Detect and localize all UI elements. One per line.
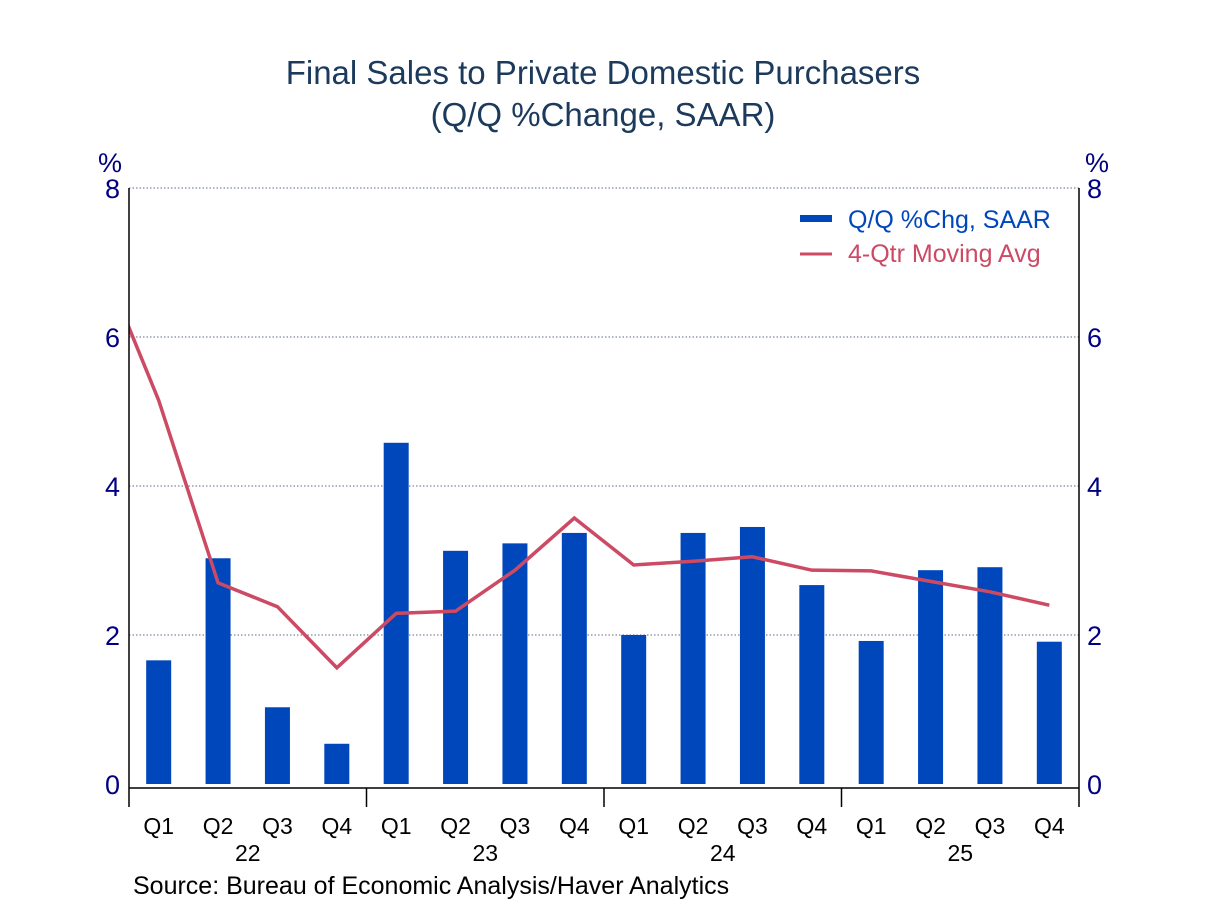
bar xyxy=(680,532,706,784)
left-axis-unit: % xyxy=(98,148,122,178)
x-tick-label: Q1 xyxy=(618,813,649,839)
x-tick-label: Q4 xyxy=(1034,813,1065,839)
right-axis-unit: % xyxy=(1085,148,1109,178)
bar xyxy=(561,532,587,784)
bar xyxy=(739,526,765,784)
bar xyxy=(621,635,647,784)
bar xyxy=(264,707,290,784)
legend-label-bar: Q/Q %Chg, SAAR xyxy=(848,206,1051,234)
year-label: 24 xyxy=(710,840,736,866)
moving-average-line xyxy=(129,323,1050,671)
right-y-axis-ticks: 0 2 4 6 8 xyxy=(1087,174,1102,800)
chart-title: Final Sales to Private Domestic Purchase… xyxy=(286,54,921,91)
legend-label-line: 4-Qtr Moving Avg xyxy=(848,240,1041,268)
y-tick-label-right: 4 xyxy=(1087,472,1102,502)
year-label: 22 xyxy=(235,840,261,866)
year-label: 23 xyxy=(472,840,498,866)
legend-swatch-bar xyxy=(800,215,832,222)
bar xyxy=(799,585,825,784)
y-tick-label-left: 6 xyxy=(105,323,120,353)
bar xyxy=(858,640,884,784)
y-tick-label-left: 8 xyxy=(105,174,120,204)
bar xyxy=(502,543,528,784)
source-note: Source: Bureau of Economic Analysis/Have… xyxy=(133,872,729,900)
bar xyxy=(977,567,1003,784)
bar xyxy=(205,558,231,784)
left-y-axis-ticks: 0 2 4 6 8 xyxy=(105,174,120,800)
chart-subtitle: (Q/Q %Change, SAAR) xyxy=(431,96,776,133)
x-tick-label: Q2 xyxy=(915,813,946,839)
x-tick-label: Q4 xyxy=(559,813,590,839)
x-tick-label: Q2 xyxy=(203,813,234,839)
y-tick-label-left: 4 xyxy=(105,472,120,502)
line-series xyxy=(129,323,1050,671)
y-tick-label-right: 6 xyxy=(1087,323,1102,353)
x-tick-label: Q1 xyxy=(381,813,412,839)
bar-series xyxy=(146,442,1062,784)
x-tick-label: Q1 xyxy=(856,813,887,839)
bar xyxy=(443,550,469,784)
y-tick-label-left: 2 xyxy=(105,621,120,651)
bar xyxy=(146,660,172,784)
y-tick-label-right: 8 xyxy=(1087,174,1102,204)
y-tick-label-right: 2 xyxy=(1087,621,1102,651)
x-tick-label: Q2 xyxy=(440,813,471,839)
bar xyxy=(1036,641,1062,784)
x-axis-ticks: Q1 Q2 Q3 Q4 Q1 Q2 Q3 Q4 Q1 Q2 Q3 Q4 Q1 Q2 Q3 Q4 22 23 24 25 xyxy=(143,788,1065,866)
bar xyxy=(324,743,350,784)
year-label: 25 xyxy=(947,840,973,866)
x-tick-label: Q1 xyxy=(143,813,174,839)
x-tick-label: Q4 xyxy=(796,813,827,839)
x-tick-label: Q3 xyxy=(975,813,1006,839)
x-tick-label: Q2 xyxy=(678,813,709,839)
x-tick-label: Q4 xyxy=(321,813,352,839)
y-tick-label-left: 0 xyxy=(105,770,120,800)
x-tick-label: Q3 xyxy=(262,813,293,839)
legend: Q/Q %Chg, SAAR 4-Qtr Moving Avg xyxy=(800,206,1051,268)
x-tick-label: Q3 xyxy=(737,813,768,839)
y-tick-label-right: 0 xyxy=(1087,770,1102,800)
x-tick-label: Q3 xyxy=(500,813,531,839)
bar xyxy=(918,570,944,784)
